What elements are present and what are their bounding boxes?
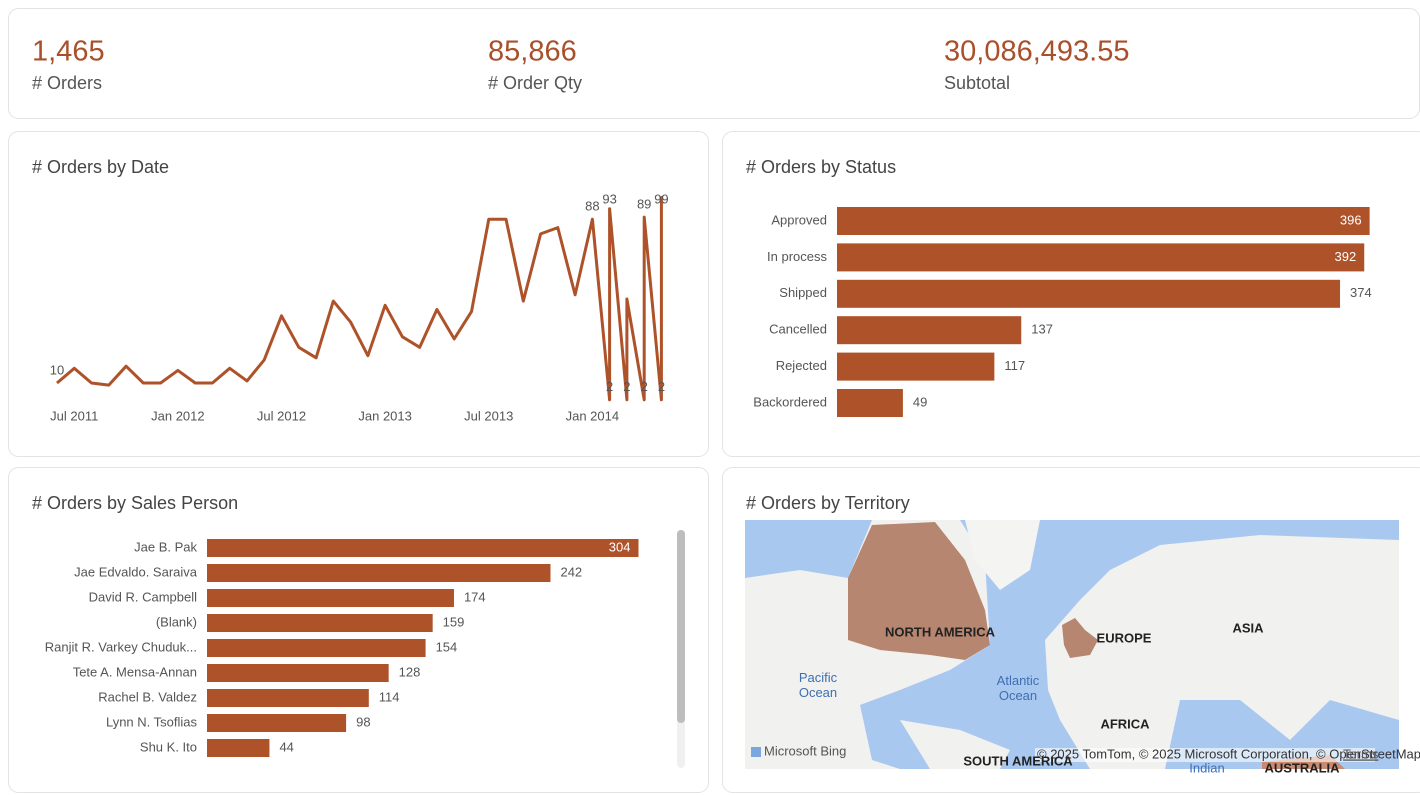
map-terms[interactable]: Terms (1343, 746, 1379, 761)
data-label: 392 (1335, 249, 1357, 264)
x-tick-label: Jan 2013 (358, 408, 412, 423)
bar (837, 316, 1022, 345)
data-label: 174 (464, 589, 486, 604)
data-label: 10 (50, 362, 64, 377)
map-label: Atlantic Ocean (997, 673, 1040, 703)
category-label: (Blank) (156, 614, 197, 629)
data-label: 93 (602, 191, 616, 206)
map-label: AFRICA (1100, 716, 1150, 731)
kpi-label: Subtotal (944, 73, 1010, 93)
land (1045, 535, 1399, 769)
category-label: Rachel B. Valdez (98, 689, 197, 704)
category-label: Approved (771, 212, 827, 227)
category-label: Shipped (779, 285, 827, 300)
map-label: ASIA (1232, 620, 1264, 635)
data-label: 89 (637, 197, 651, 212)
map-label: Pacific Ocean (799, 670, 838, 700)
data-label: 2 (606, 379, 613, 394)
data-label: 2 (658, 379, 665, 394)
category-label: David R. Campbell (89, 589, 197, 604)
x-tick-label: Jan 2012 (151, 408, 205, 423)
category-label: Cancelled (769, 322, 827, 337)
x-tick-label: Jul 2012 (257, 408, 306, 423)
bar (207, 689, 369, 707)
bar (207, 639, 426, 657)
bar (207, 664, 389, 682)
bar (837, 243, 1365, 272)
category-label: Rejected (776, 358, 827, 373)
chart-title: # Orders by Status (746, 157, 896, 177)
bar (207, 739, 270, 757)
region-highlight (1062, 618, 1098, 658)
bar (837, 279, 1341, 308)
x-tick-label: Jul 2013 (464, 408, 513, 423)
map-label: Indian (1189, 760, 1224, 775)
bar (837, 207, 1370, 235)
attribution-bg (1035, 748, 1375, 762)
data-label: 49 (913, 394, 927, 409)
kpi-card (8, 8, 1420, 119)
data-label: 242 (560, 564, 582, 579)
region-highlight (848, 522, 990, 660)
data-label: 117 (1004, 358, 1025, 373)
line (56, 196, 663, 402)
bar (207, 564, 551, 582)
category-label: Ranjit R. Varkey Chuduk... (45, 639, 197, 654)
chart-title: # Orders by Sales Person (32, 493, 238, 513)
greenland (965, 520, 1040, 590)
data-label: 304 (609, 539, 631, 554)
category-label: Backordered (753, 394, 827, 409)
category-label: Lynn N. Tsoflias (106, 714, 198, 729)
data-label: 114 (379, 689, 400, 704)
scroll-thumb[interactable] (677, 530, 685, 723)
kpi-value: 85,866 (488, 36, 577, 68)
data-label: 396 (1340, 212, 1362, 227)
bar (207, 539, 639, 557)
x-tick-label: Jan 2014 (566, 408, 620, 423)
map-copyright: © 2025 TomTom, © 2025 Microsoft Corporat… (1037, 746, 1420, 761)
data-label: 99 (654, 191, 668, 206)
map-label: EUROPE (1097, 630, 1152, 645)
category-label: Tete A. Mensa-Annan (73, 664, 197, 679)
category-label: Jae B. Pak (134, 539, 197, 554)
map-label: AUSTRALIA (1264, 760, 1340, 775)
category-label: Jae Edvaldo. Saraiva (74, 564, 198, 579)
map-label: NORTH AMERICA (885, 624, 996, 639)
kpi-label: # Order Qty (488, 73, 582, 93)
data-label: 374 (1350, 285, 1372, 300)
chart-title: # Orders by Date (32, 157, 169, 177)
kpi-value: 1,465 (32, 36, 105, 68)
category-label: Shu K. Ito (140, 739, 197, 754)
map (745, 520, 1399, 769)
category-label: In process (767, 249, 827, 264)
data-label: 154 (436, 639, 458, 654)
chart-title: # Orders by Territory (746, 493, 910, 513)
x-tick-label: Jul 2011 (50, 408, 98, 423)
data-label: 159 (443, 614, 465, 629)
data-label: 2 (641, 379, 648, 394)
bing-logo (751, 747, 761, 757)
bar (837, 389, 903, 417)
kpi-value: 30,086,493.55 (944, 36, 1129, 68)
map-attribution: Microsoft Bing (764, 743, 846, 758)
data-label: 137 (1031, 322, 1053, 337)
data-label: 88 (585, 199, 599, 214)
map-label: SOUTH AMERICA (963, 753, 1073, 768)
data-label: 128 (399, 664, 421, 679)
bar (837, 352, 995, 381)
bar (207, 714, 347, 732)
bar (207, 614, 433, 632)
bar (207, 589, 454, 607)
data-label: 2 (623, 379, 630, 394)
kpi-label: # Orders (32, 73, 102, 93)
data-label: 98 (356, 714, 370, 729)
land (900, 720, 1010, 769)
data-label: 44 (279, 739, 293, 754)
